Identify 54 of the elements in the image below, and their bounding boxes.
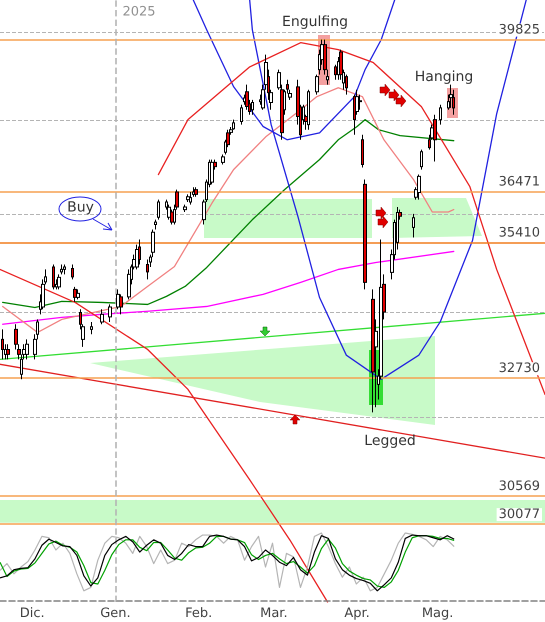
ref-line-label: 35410: [498, 225, 540, 240]
annotation: Buy: [67, 200, 94, 216]
candlestick: [417, 174, 421, 200]
x-tick-label: Dic.: [20, 606, 45, 621]
candlestick: [100, 308, 104, 325]
candlestick: [186, 194, 190, 202]
candlestick: [221, 154, 225, 166]
candlestick: [157, 199, 160, 220]
candlestick: [363, 178, 367, 290]
candlestick: [108, 304, 112, 322]
candlestick: [371, 288, 375, 413]
candlestick: [251, 99, 254, 116]
candlestick: [245, 84, 249, 110]
candlestick: [60, 264, 63, 275]
candlestick: [6, 344, 10, 360]
candlestick: [52, 264, 55, 290]
ref-line-label: 2025: [122, 4, 156, 20]
ref-line-label: 30569: [498, 479, 540, 494]
x-tick-label: Mar.: [260, 606, 288, 621]
candlestick: [25, 338, 29, 360]
candlestick: [71, 264, 74, 280]
candlestick: [189, 191, 192, 206]
x-tick-label: Feb.: [185, 606, 212, 621]
candlestick: [1, 328, 4, 360]
x-tick-label: Mag.: [422, 606, 454, 621]
candlestick: [183, 204, 187, 212]
candlestick: [307, 89, 310, 130]
candlestick: [194, 186, 198, 198]
candlestick: [119, 294, 123, 315]
annotation: Legged: [364, 433, 416, 449]
candlestick: [439, 104, 442, 126]
candlestick: [76, 288, 80, 300]
ref-line-label: 32730: [498, 361, 540, 376]
annotation: Hanging: [414, 69, 474, 85]
candlestick: [315, 74, 319, 96]
annotation: Engulfing: [282, 14, 348, 30]
candlestick: [73, 286, 77, 302]
candlestick: [240, 104, 243, 126]
x-tick-label: Apr.: [344, 606, 370, 621]
ref-line-label: 36471: [498, 174, 540, 190]
candlestick: [361, 134, 364, 168]
candlestick: [210, 159, 214, 185]
candlestick: [412, 213, 415, 238]
candlestick: [57, 274, 61, 290]
candlestick: [63, 264, 66, 275]
candlestick: [90, 321, 93, 335]
ref-line-label: 30077: [498, 507, 540, 522]
x-tick-label: Gen.: [100, 606, 131, 621]
ref-line-label: 39825: [498, 22, 540, 38]
candlestick: [127, 268, 131, 300]
candlestick: [433, 114, 437, 162]
candlestick: [420, 149, 423, 170]
candlestick: [154, 219, 157, 230]
candlestick: [232, 119, 235, 130]
